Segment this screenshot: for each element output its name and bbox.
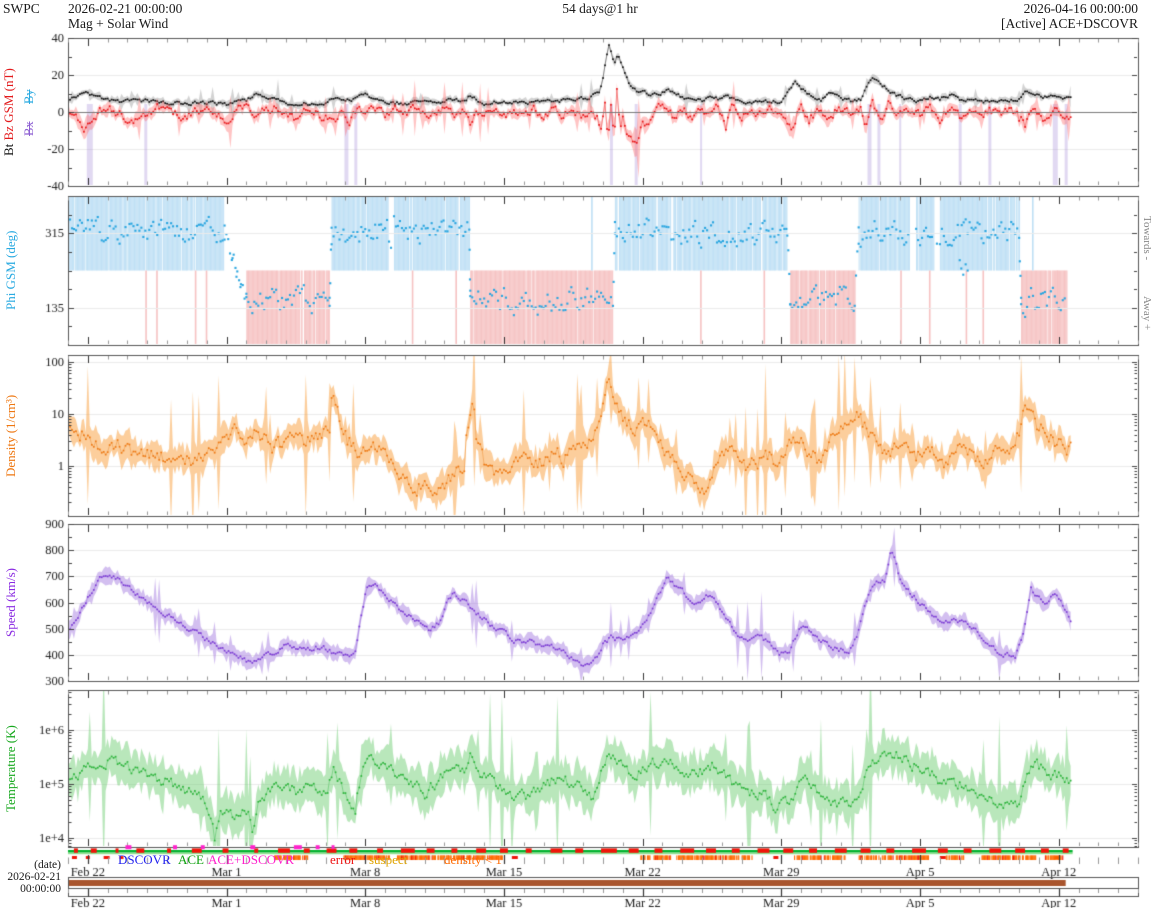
footer-date-value: 2026-02-21 xyxy=(7,871,61,883)
legend-item-2: ACE+DSCOVR xyxy=(208,852,295,867)
legend-item-4: suspect xyxy=(369,852,408,867)
legend-item-3: error xyxy=(330,852,356,867)
axis-title-bz: Bz xyxy=(1,122,16,141)
legend-item-0: DSCOVR xyxy=(118,852,171,867)
axis-title-speed: Speed (km/s) xyxy=(3,568,18,637)
axis-title-phi: Phi GSM (deg) xyxy=(3,230,18,311)
axis-label-towards: Towards - xyxy=(1141,215,1153,261)
time-range-slider[interactable] xyxy=(68,877,1067,890)
axis-title-by-disabled: By xyxy=(22,89,36,104)
source-status: [Active] ACE+DSCOVR xyxy=(1001,16,1138,31)
legend-item-1: ACE xyxy=(178,852,204,867)
start-datetime: 2026-02-21 00:00:00 xyxy=(68,1,183,16)
time-span-info: 54 days@1 hr xyxy=(562,1,638,16)
axis-title-mag: Bt Bz GSM (nT) xyxy=(1,38,17,186)
legend-item-5: density < 1 xyxy=(444,852,502,867)
footer-date-label: (date) xyxy=(34,859,61,871)
axis-label-away: Away + xyxy=(1141,295,1153,331)
app-title: SWPC xyxy=(3,1,40,16)
plot-subtitle: Mag + Solar Wind xyxy=(68,16,169,31)
axis-title-bt: Bt xyxy=(1,140,16,156)
footer-time-value: 00:00:00 xyxy=(20,883,61,895)
end-datetime: 2026-04-16 00:00:00 xyxy=(1023,1,1138,16)
axis-title-bx-disabled: Bx xyxy=(22,121,36,136)
axis-title-density: Density (1/cm³) xyxy=(3,394,18,477)
axis-title-temperature: Temperature (K) xyxy=(3,725,18,812)
axis-title-mag-unit: GSM (nT) xyxy=(1,68,16,123)
